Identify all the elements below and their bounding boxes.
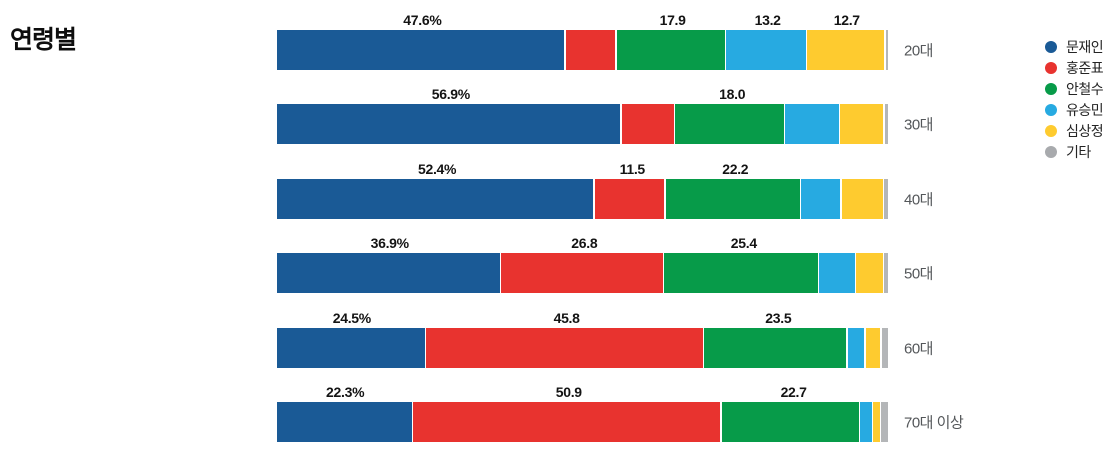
legend-dot-icon <box>1045 61 1057 74</box>
bar-row: 24.5% 45.8 23.5 60대 <box>277 310 934 368</box>
category-label: 50대 <box>904 265 934 283</box>
legend-label: 심상정 <box>1066 122 1104 139</box>
value-label: 17.9 <box>659 12 686 28</box>
stacked-bar <box>277 30 888 70</box>
bar-segment-유승민 <box>819 253 855 294</box>
bar-segment-문재인 <box>277 327 425 368</box>
bar-segment-안철수 <box>616 30 725 70</box>
bar-segment-문재인 <box>277 402 412 442</box>
bar-segment-심상정 <box>856 253 883 294</box>
bar-segment-심상정 <box>873 402 880 442</box>
value-label: 12.7 <box>833 12 860 28</box>
bar-segment-유승민 <box>860 402 872 442</box>
bar-segment-기타 <box>881 402 889 442</box>
stacked-bar <box>277 327 888 368</box>
chart-title: 연령별 <box>10 26 77 54</box>
value-label: 47.6% <box>403 12 442 28</box>
value-label: 26.8 <box>571 235 598 252</box>
bar-segment-홍준표 <box>413 402 721 442</box>
bar-segment-홍준표 <box>621 104 674 145</box>
bar-segment-기타 <box>881 327 888 368</box>
bar-segment-유승민 <box>726 30 806 70</box>
legend-item: 홍준표 <box>1045 57 1104 78</box>
bar-segment-홍준표 <box>594 178 665 219</box>
bar-segment-심상정 <box>807 30 885 70</box>
bar-segment-문재인 <box>277 30 565 70</box>
legend-item: 기타 <box>1045 141 1103 162</box>
stacked-bar <box>277 104 888 145</box>
bar-segment-유승민 <box>801 178 841 219</box>
bar-segment-홍준표 <box>426 327 703 368</box>
legend-dot-icon <box>1045 40 1057 53</box>
bar-segment-홍준표 <box>501 253 663 294</box>
legend-label: 홍준표 <box>1066 59 1104 76</box>
bar-segment-안철수 <box>665 178 800 219</box>
value-label: 11.5 <box>619 160 646 177</box>
bar-segment-안철수 <box>704 327 847 368</box>
category-label: 30대 <box>904 116 934 134</box>
stacked-bar <box>277 402 889 442</box>
value-label: 25.4 <box>730 235 757 252</box>
category-label: 20대 <box>904 42 934 60</box>
value-label: 22.2 <box>722 160 749 177</box>
bar-row: 36.9% 26.8 25.4 50대 <box>277 235 934 294</box>
legend-item: 안철수 <box>1045 78 1104 99</box>
value-label: 18.0 <box>719 86 746 103</box>
category-label: 40대 <box>904 191 934 209</box>
bar-row: 22.3% 50.9 22.7 70대 이상 <box>277 384 964 442</box>
value-label: 22.3% <box>326 384 365 400</box>
category-label: 60대 <box>904 340 934 358</box>
category-label: 70대 이상 <box>904 414 964 432</box>
value-label: 13.2 <box>754 12 781 28</box>
value-label: 22.7 <box>780 384 807 400</box>
value-label: 23.5 <box>765 309 792 326</box>
bar-row: 56.9% 18.0 30대 <box>277 86 934 145</box>
bar-segment-유승민 <box>785 104 839 145</box>
bar-segment-문재인 <box>277 104 621 145</box>
bar-segment-심상정 <box>865 327 881 368</box>
bar-segment-기타 <box>885 30 888 70</box>
bar-segment-기타 <box>884 104 888 145</box>
bar-segment-심상정 <box>841 178 883 219</box>
value-label: 36.9% <box>370 235 410 252</box>
legend-dot-icon <box>1045 145 1057 158</box>
bar-segment-홍준표 <box>565 30 616 70</box>
bar-segment-안철수 <box>664 253 818 294</box>
legend-item: 심상정 <box>1045 120 1104 141</box>
bar-row: 47.6% 17.9 13.2 12.7 20대 <box>277 12 934 70</box>
bar-segment-안철수 <box>675 104 784 145</box>
legend-item: 유승민 <box>1045 99 1104 120</box>
bar-segment-기타 <box>884 253 888 294</box>
bar-segment-문재인 <box>277 253 500 294</box>
legend-item: 문재인 <box>1045 36 1104 57</box>
value-label: 52.4% <box>417 160 457 177</box>
legend-dot-icon <box>1045 82 1057 95</box>
legend-label: 유승민 <box>1066 101 1104 118</box>
bar-segment-심상정 <box>840 104 884 145</box>
bar-segment-문재인 <box>277 178 594 219</box>
value-label: 50.9 <box>555 384 582 400</box>
bar-segment-유승민 <box>847 327 865 368</box>
bar-segment-안철수 <box>721 402 859 442</box>
value-label: 45.8 <box>553 309 580 326</box>
stacked-bar <box>277 253 888 294</box>
legend-dot-icon <box>1045 124 1057 137</box>
legend-dot-icon <box>1045 103 1057 116</box>
legend-label: 안철수 <box>1066 80 1104 97</box>
bar-row: 52.4% 11.5 22.2 40대 <box>277 161 934 219</box>
value-label: 24.5% <box>332 309 372 326</box>
value-label: 56.9% <box>431 86 471 103</box>
bar-segment-기타 <box>884 178 889 219</box>
legend-label: 문재인 <box>1066 38 1104 55</box>
stacked-bar <box>277 178 889 219</box>
legend-label: 기타 <box>1066 143 1091 160</box>
